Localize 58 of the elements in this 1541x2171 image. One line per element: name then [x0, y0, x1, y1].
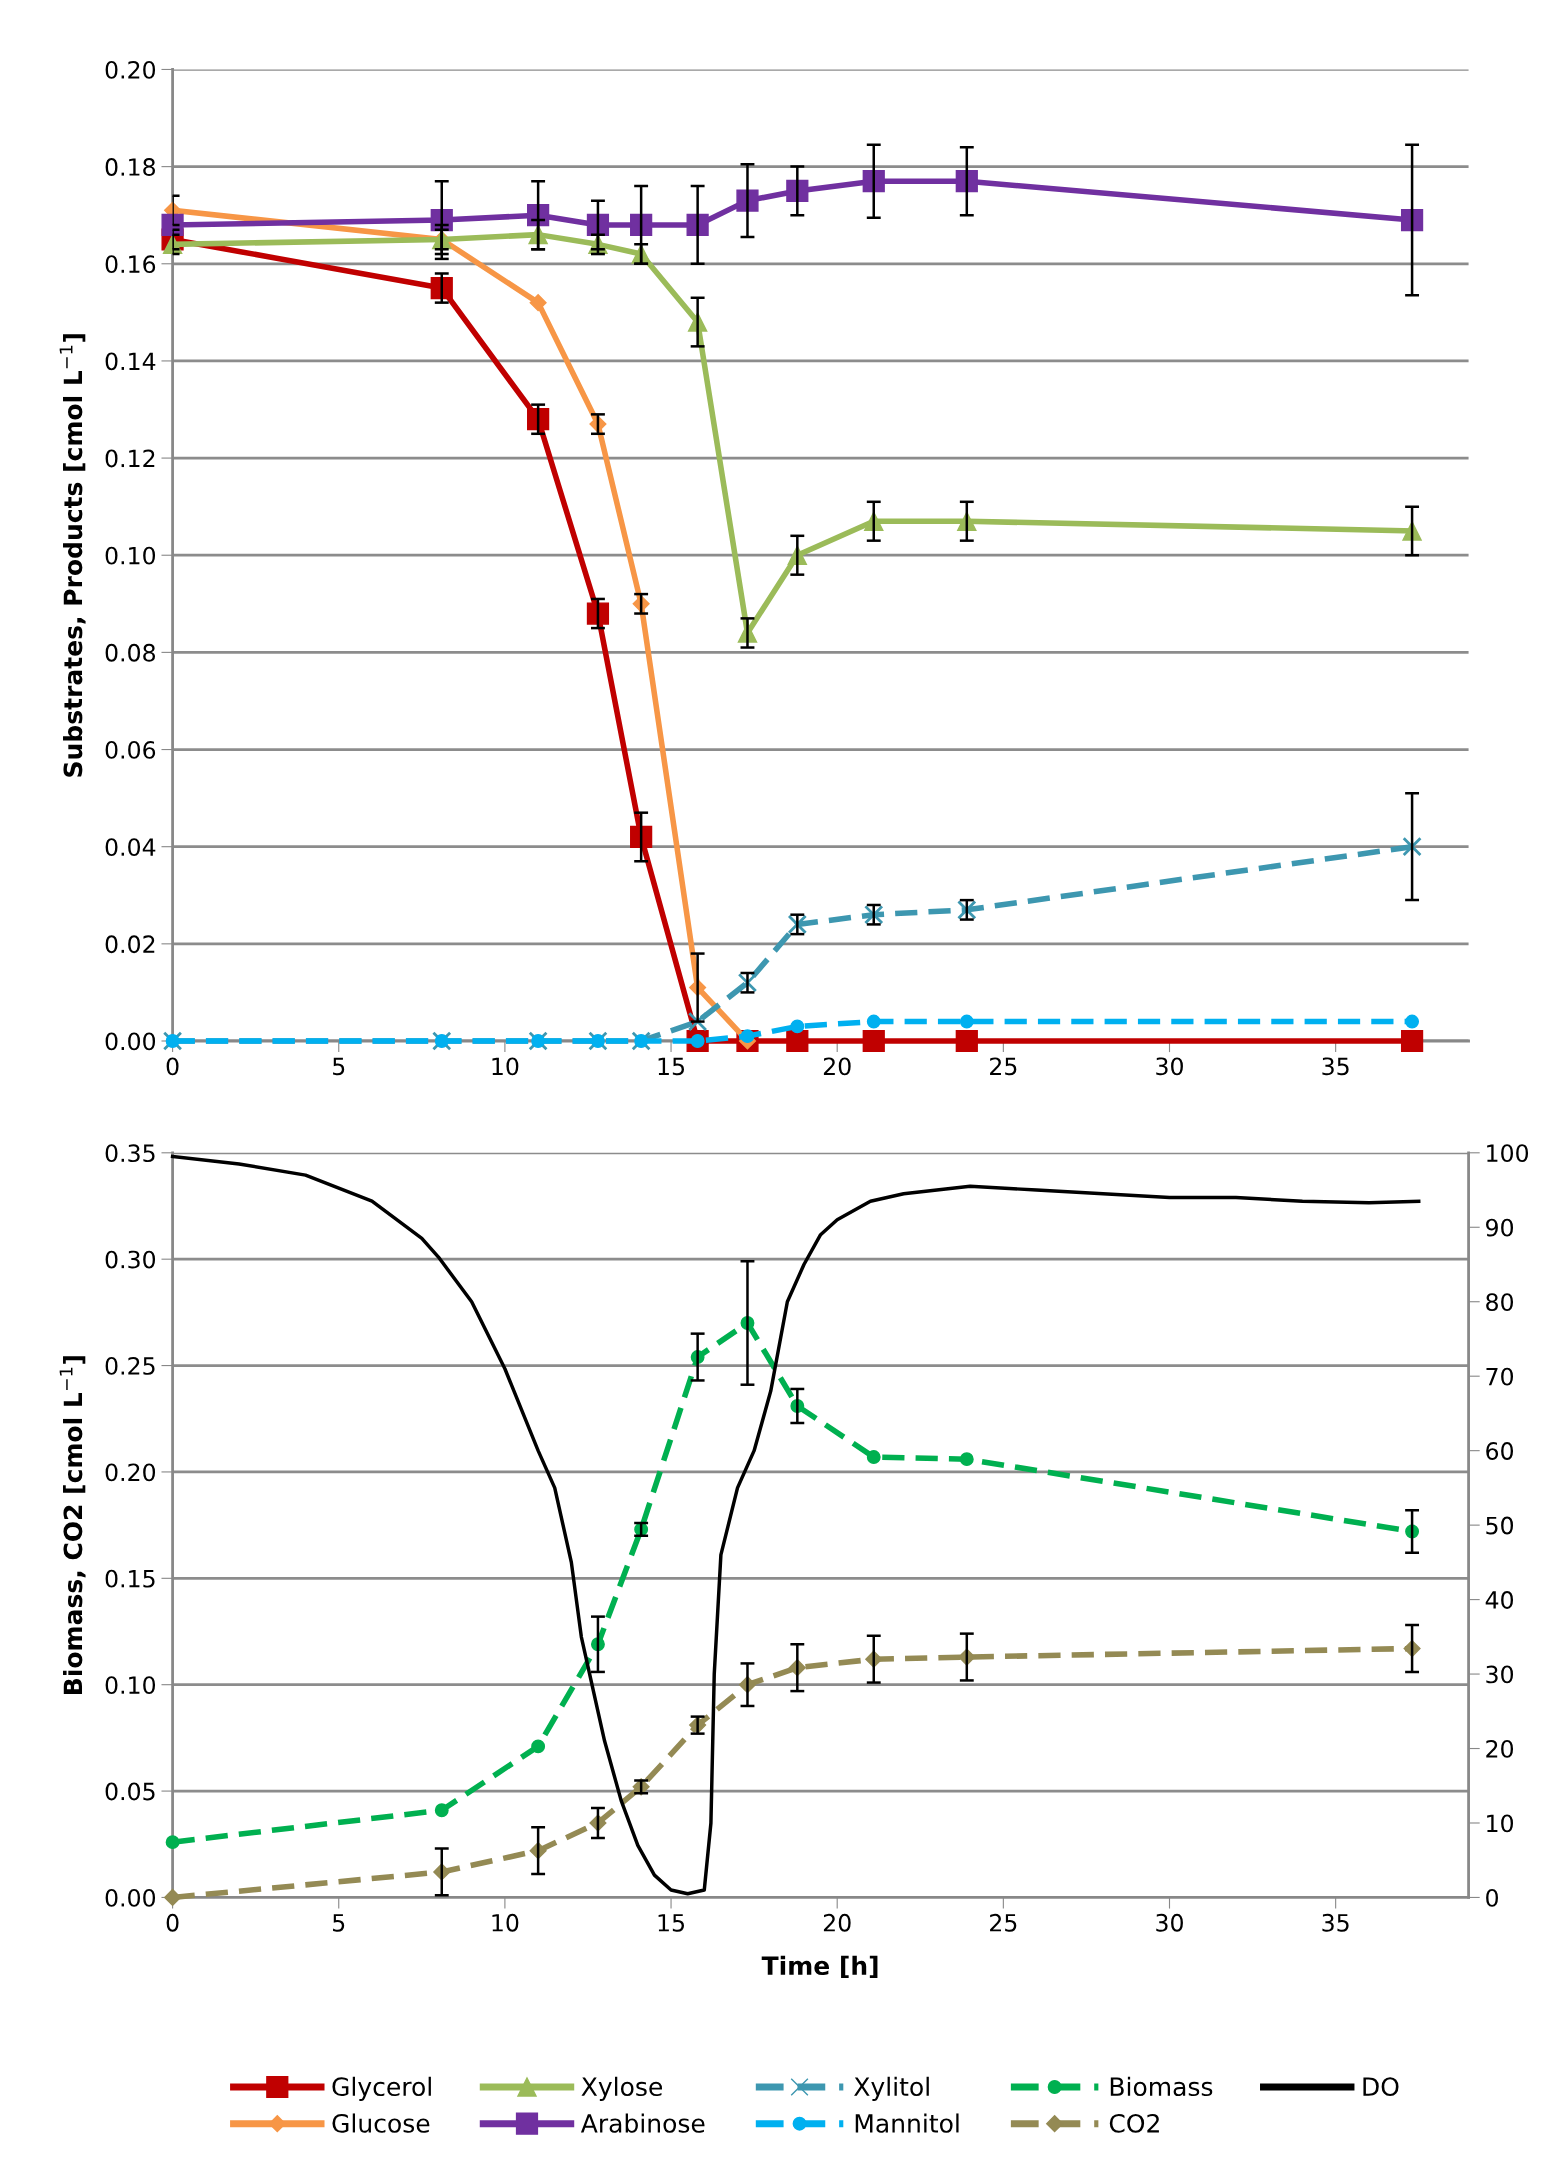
y-axis-title: Biomass, CO2 [cmol L$^{−1}$] [59, 1356, 86, 1694]
legend-label: Xylose [581, 2076, 662, 2101]
x-tick-label: 0 [166, 1057, 179, 1076]
y-axis-title: Substrates, Products [cmol L$^{−1}$] [59, 334, 86, 777]
legend-label: Arabinose [580, 2113, 705, 2133]
x-tick-label: 10 [492, 1913, 519, 1932]
y2-tick-label: 100 [1487, 1144, 1529, 1163]
y-tick-label: 0.04 [105, 838, 156, 856]
y2-tick-label: 80 [1486, 1293, 1514, 1312]
legend-label: Biomass [1110, 2076, 1213, 2097]
x-tick-label: 20 [823, 1057, 851, 1076]
y-tick-label: 0.10 [105, 546, 156, 565]
x-tick-label: 0 [166, 1913, 179, 1932]
y2-tick-label: 60 [1486, 1442, 1514, 1460]
x-tick-label: 20 [823, 1913, 851, 1932]
x-tick-label: 5 [333, 1914, 345, 1932]
y2-tick-label: 20 [1486, 1739, 1514, 1758]
y2-tick-label: 90 [1486, 1218, 1514, 1237]
y2-tick-label: 0 [1486, 1888, 1498, 1907]
y2-tick-label: 50 [1486, 1516, 1514, 1535]
y-tick-label: 0.18 [105, 158, 155, 176]
y-tick-label: 0.20 [105, 1463, 156, 1482]
y2-tick-label: 10 [1487, 1814, 1514, 1833]
legend-label: Glycerol [332, 2076, 431, 2101]
y-tick-label: 0.35 [105, 1144, 155, 1163]
x-tick-label: 15 [658, 1914, 685, 1932]
y-tick-label: 0.20 [105, 60, 156, 79]
x-tick-label: 25 [990, 1913, 1017, 1932]
x-tick-label: 35 [1322, 1057, 1349, 1076]
y-tick-label: 0.08 [105, 643, 155, 662]
x-tick-label: 30 [1156, 1913, 1183, 1932]
y2-tick-label: 30 [1486, 1665, 1514, 1684]
x-tick-label: 15 [658, 1057, 685, 1076]
y2-tick-label: 40 [1485, 1591, 1514, 1609]
legend-label: DO [1363, 2077, 1399, 2097]
legend-label: CO2 [1109, 2113, 1159, 2133]
x-tick-label: 25 [990, 1057, 1017, 1076]
y-tick-label: 0.15 [105, 1569, 155, 1588]
legend-label: Glucose [332, 2113, 430, 2133]
y-tick-label: 0.10 [105, 1676, 156, 1694]
y-tick-label: 0.05 [105, 1782, 155, 1801]
x-tick-label: 35 [1322, 1913, 1349, 1932]
legend-label: Mannitol [855, 2113, 959, 2133]
y2-tick-label: 70 [1486, 1367, 1514, 1386]
y-tick-label: 0.06 [105, 740, 156, 759]
y-tick-label: 0.16 [105, 255, 156, 274]
y-tick-label: 0.12 [105, 449, 155, 468]
y-tick-label: 0.00 [105, 1032, 156, 1051]
y-tick-label: 0.14 [105, 352, 156, 371]
x-tick-label: 10 [492, 1057, 519, 1076]
x-tick-label: 30 [1156, 1057, 1183, 1076]
legend-label: Xylitol [854, 2076, 929, 2101]
y-tick-label: 0.02 [105, 935, 155, 954]
y-tick-label: 0.30 [105, 1250, 156, 1269]
x-tick-label: 5 [333, 1057, 345, 1076]
y-tick-label: 0.25 [105, 1357, 155, 1375]
y-tick-label: 0.00 [105, 1888, 156, 1907]
x-axis-title: Time [h] [761, 1955, 878, 1979]
